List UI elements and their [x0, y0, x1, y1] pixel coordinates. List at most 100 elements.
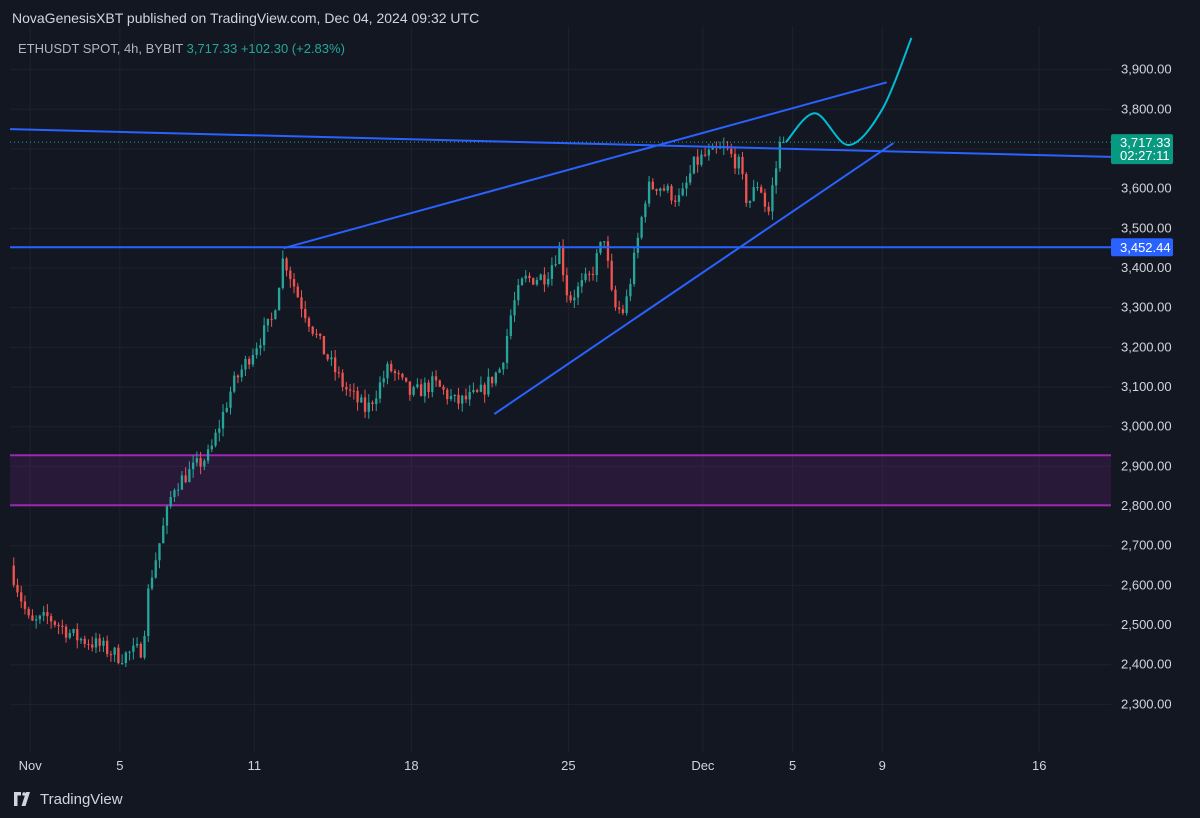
price-tick-label: 3,600.00	[1121, 181, 1172, 196]
candle-body	[76, 629, 79, 641]
candle-body	[505, 335, 509, 363]
candle-body	[319, 333, 322, 336]
price-tick-label: 2,900.00	[1121, 458, 1172, 473]
candle-body	[367, 402, 370, 412]
candle-body	[304, 308, 307, 319]
candle-body	[472, 390, 475, 393]
zone-fill	[10, 455, 1111, 506]
candle-body	[741, 156, 744, 175]
candle-body	[326, 354, 329, 360]
candle-body	[259, 345, 262, 349]
candles	[12, 136, 785, 668]
candle-body	[689, 173, 692, 183]
candle-body	[262, 325, 266, 346]
candle-body	[390, 363, 393, 372]
price-tick-label: 2,600.00	[1121, 577, 1172, 592]
candle-body	[603, 241, 606, 243]
candle-body	[416, 384, 419, 388]
candle-body	[573, 297, 576, 301]
candle-body	[677, 195, 681, 202]
price-change-value: +102.30 (+2.83%)	[240, 41, 345, 56]
candle-body	[255, 348, 258, 355]
candle-body	[588, 273, 591, 275]
level-price-tag-label: 3,452.44	[1120, 240, 1171, 255]
candle-body	[703, 154, 707, 156]
candle-body	[730, 148, 733, 154]
candle-body	[49, 616, 53, 622]
trendline	[283, 81, 888, 250]
candle-body	[393, 371, 397, 374]
candle-body	[457, 394, 460, 404]
candle-body	[532, 278, 535, 285]
countdown-label: 02:27:11	[1120, 148, 1170, 163]
candle-body	[38, 615, 42, 620]
candle-body	[98, 638, 101, 646]
candle-body	[479, 384, 483, 392]
time-tick-label: Nov	[19, 758, 43, 773]
candle-body	[692, 156, 696, 174]
candle-body	[468, 392, 471, 400]
candle-body	[266, 318, 270, 326]
candle-body	[363, 397, 367, 412]
candle-body	[632, 252, 636, 284]
last-price-value: 3,717.33	[186, 41, 238, 56]
candle-body	[184, 475, 187, 483]
candle-body	[46, 612, 49, 617]
candle-body	[382, 378, 385, 383]
candle-body	[442, 386, 445, 390]
candle-body	[438, 380, 441, 387]
candle-body	[210, 445, 213, 450]
candle-body	[173, 490, 176, 498]
candle-body	[16, 584, 19, 593]
candle-body	[57, 624, 60, 627]
candle-body	[453, 394, 456, 397]
candle-body	[558, 245, 561, 265]
candle-body	[158, 543, 161, 561]
candle-body	[464, 395, 468, 400]
candle-body	[113, 647, 116, 655]
candle-body	[147, 588, 150, 636]
candle-body	[700, 154, 703, 165]
candle-body	[233, 375, 236, 392]
candle-body	[498, 369, 501, 373]
candle-body	[371, 402, 374, 405]
candle-body	[42, 612, 45, 616]
candle-body	[748, 200, 752, 203]
candle-body	[195, 458, 199, 463]
symbol-legend: ETHUSDT SPOT, 4h, BYBIT 3,717.33 +102.30…	[18, 41, 345, 56]
candle-body	[771, 185, 774, 212]
candle-body	[427, 382, 430, 393]
grid	[10, 26, 1111, 752]
candle-body	[520, 278, 524, 286]
candle-body	[494, 372, 498, 384]
candle-body	[423, 382, 426, 397]
candle-body	[154, 560, 157, 578]
last-price-tag-label: 3,717.33	[1120, 135, 1171, 150]
candle-body	[584, 273, 587, 281]
candle-body	[733, 153, 737, 169]
candle-body	[20, 592, 23, 602]
candle-body	[333, 357, 337, 373]
candle-body	[117, 647, 120, 664]
candle-body	[401, 373, 404, 378]
level-price-tag	[1111, 238, 1173, 257]
candle-body	[449, 396, 453, 400]
candle-body	[375, 398, 378, 405]
price-tick-label: 3,100.00	[1121, 379, 1172, 394]
candle-body	[446, 389, 449, 400]
candle-body	[315, 333, 318, 335]
candle-body	[206, 449, 210, 461]
candle-body	[109, 654, 113, 656]
candle-body	[651, 181, 654, 190]
candle-body	[513, 300, 516, 316]
candle-body	[270, 318, 273, 320]
candle-body	[143, 635, 146, 658]
tradingview-logo-icon	[14, 792, 30, 806]
price-tick-label: 3,400.00	[1121, 260, 1172, 275]
candle-body	[591, 273, 595, 275]
candle-body	[360, 397, 363, 403]
candle-body	[760, 187, 763, 193]
candle-body	[162, 525, 165, 544]
candle-body	[106, 640, 109, 655]
